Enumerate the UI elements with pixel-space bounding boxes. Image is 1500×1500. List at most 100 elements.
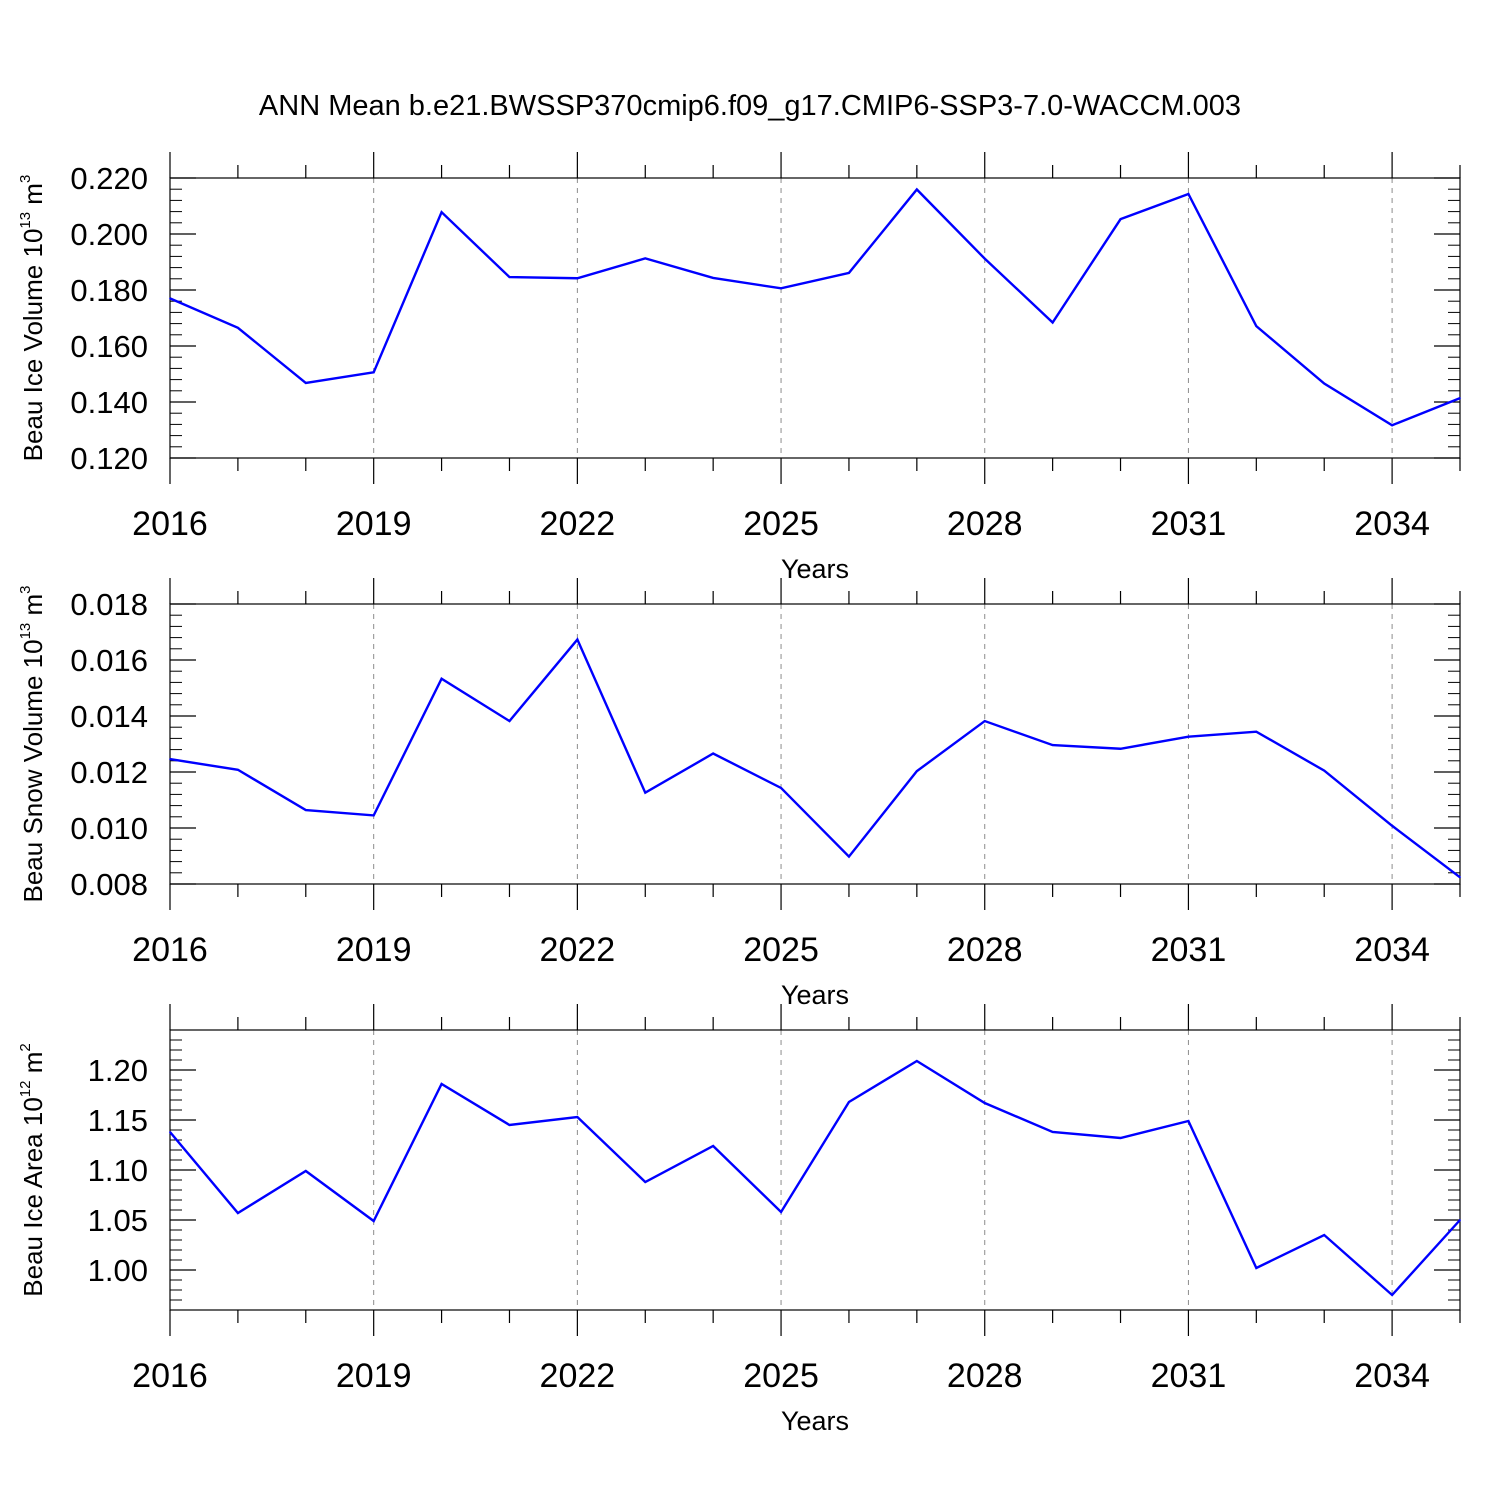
y-tick-label: 1.00 (88, 1253, 148, 1288)
data-point (848, 1101, 850, 1103)
data-point (1323, 1234, 1326, 1236)
x-tick-label: 2028 (947, 505, 1023, 543)
y-axis-label-unit-exponent: 3 (17, 586, 34, 594)
data-point (1119, 1137, 1122, 1139)
figure-title: ANN Mean b.e21.BWSSP370cmip6.f09_g17.CMI… (259, 90, 1241, 122)
data-point (644, 257, 647, 260)
data-point (1187, 735, 1190, 738)
x-tick-label: 2019 (336, 1357, 412, 1395)
x-tick-label: 2034 (1354, 931, 1430, 969)
data-point (440, 1083, 443, 1085)
data-point (1459, 876, 1461, 879)
y-axis-label-unit: m (18, 1052, 48, 1081)
x-tick-label: 2031 (1151, 931, 1227, 969)
y-axis-label-exponent: 13 (17, 212, 34, 229)
data-point (1391, 1294, 1393, 1296)
data-point (712, 752, 714, 755)
x-tick-label: 2025 (743, 931, 819, 969)
y-axis-label-exponent: 13 (17, 623, 34, 640)
series-line-1 (169, 1059, 1461, 1297)
y-tick-label: 1.05 (88, 1203, 148, 1238)
data-point (576, 1116, 579, 1118)
data-point (1459, 397, 1461, 399)
data-point (1255, 730, 1258, 733)
x-tick-label: 2028 (947, 1357, 1023, 1395)
data-point (916, 770, 918, 772)
y-tick-label: 1.10 (88, 1153, 148, 1188)
x-axis-label: Years (781, 554, 849, 584)
data-point (780, 1211, 782, 1213)
x-tick-label: 2019 (336, 931, 412, 969)
x-tick-label: 2034 (1354, 505, 1430, 543)
data-point (780, 287, 782, 290)
data-point (1323, 769, 1326, 772)
x-tick-label: 2022 (540, 505, 616, 543)
y-axis-label-main: Beau Ice Volume 10 (18, 229, 48, 462)
data-point (440, 677, 443, 680)
y-axis-label-unit-exponent: 2 (17, 1043, 34, 1051)
data-point (1255, 1267, 1258, 1269)
data-point (1187, 1120, 1190, 1122)
data-point (712, 277, 714, 279)
plot-frame (169, 177, 1461, 459)
data-point (576, 638, 579, 641)
data-point (983, 1102, 986, 1104)
y-axis-label-unit-exponent: 3 (17, 175, 34, 183)
y-axis-label-exponent: 12 (17, 1081, 34, 1098)
data-point (1119, 218, 1122, 220)
data-point (848, 855, 850, 858)
data-point (372, 371, 375, 374)
y-axis-label-main: Beau Snow Volume 10 (18, 639, 48, 902)
y-axis-label-unit: m (18, 183, 48, 212)
x-tick-label: 2016 (132, 1357, 208, 1395)
plot-frame (169, 603, 1461, 885)
data-point (508, 720, 511, 722)
y-tick-label: 0.014 (70, 699, 148, 734)
x-tick-label: 2028 (947, 931, 1023, 969)
x-tick-label: 2034 (1354, 1357, 1430, 1395)
data-point (1187, 193, 1190, 195)
y-axis-label: Beau Ice Area 1012 m2 (17, 1043, 48, 1296)
data-point (916, 188, 918, 191)
y-axis-label-unit: m (18, 594, 48, 623)
y-tick-label: 0.016 (70, 643, 148, 678)
y-tick-label: 0.120 (70, 441, 148, 476)
x-tick-label: 2016 (132, 931, 208, 969)
data-point (1459, 1219, 1461, 1221)
y-tick-label: 0.008 (70, 867, 148, 902)
data-point (304, 1170, 307, 1172)
data-point (440, 211, 443, 213)
y-tick-label: 0.220 (70, 161, 148, 196)
y-tick-label: 0.010 (70, 811, 148, 846)
data-point (304, 809, 307, 811)
data-point (508, 276, 511, 278)
data-point (644, 1181, 647, 1183)
series-line-1 (169, 187, 1461, 427)
data-point (916, 1060, 918, 1062)
chart-panel-3: 1.00 1.05 1.10 1.15 1.20 2016 2019 2022 2025 2028… (17, 1004, 1461, 1436)
data-point (644, 791, 647, 794)
data-point (372, 1220, 375, 1222)
y-tick-label: 1.15 (88, 1103, 148, 1138)
data-point (237, 768, 239, 771)
chart-panel-2: 0.008 0.010 0.012 0.014 0.016 0.018 2016 2019 20… (17, 578, 1461, 1010)
chart-panel-1: 0.120 0.140 0.160 0.180 0.200 0.220 2016 2019 20… (17, 152, 1461, 584)
y-tick-label: 1.20 (88, 1053, 148, 1088)
x-tick-label: 2016 (132, 505, 208, 543)
data-point (1391, 424, 1393, 427)
data-point (372, 814, 375, 817)
x-tick-label: 2025 (743, 505, 819, 543)
data-point (983, 257, 986, 260)
data-point (1051, 744, 1054, 746)
x-tick-label: 2022 (540, 1357, 616, 1395)
data-point (780, 787, 782, 789)
x-tick-label: 2019 (336, 505, 412, 543)
data-point (1323, 382, 1326, 385)
x-tick-label: 2025 (743, 1357, 819, 1395)
y-axis-label-main: Beau Ice Area 10 (18, 1097, 48, 1296)
data-point (169, 758, 171, 760)
x-tick-label: 2031 (1151, 505, 1227, 543)
plot-frame (169, 1029, 1461, 1311)
